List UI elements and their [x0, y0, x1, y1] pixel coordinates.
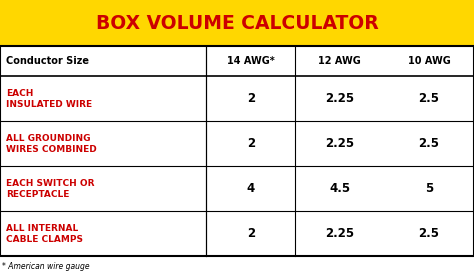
- Text: 2.25: 2.25: [325, 137, 355, 150]
- Text: 5: 5: [425, 182, 433, 195]
- Text: 14 AWG*: 14 AWG*: [227, 56, 274, 66]
- Text: Conductor Size: Conductor Size: [6, 56, 89, 66]
- Bar: [0, 46, 474, 256]
- Bar: [0, 0, 474, 46]
- Text: BOX VOLUME CALCULATOR: BOX VOLUME CALCULATOR: [96, 14, 378, 33]
- Text: 2: 2: [246, 92, 255, 105]
- Text: EACH SWITCH OR
RECEPTACLE: EACH SWITCH OR RECEPTACLE: [6, 179, 94, 198]
- Text: 2.5: 2.5: [419, 137, 439, 150]
- Text: ALL GROUNDING
WIRES COMBINED: ALL GROUNDING WIRES COMBINED: [6, 134, 96, 153]
- Text: 4.5: 4.5: [329, 182, 350, 195]
- Text: 2.5: 2.5: [419, 92, 439, 105]
- Text: 2.25: 2.25: [325, 227, 355, 240]
- Text: EACH
INSULATED WIRE: EACH INSULATED WIRE: [6, 89, 92, 108]
- Text: 2: 2: [246, 137, 255, 150]
- Text: 4: 4: [246, 182, 255, 195]
- Bar: [0, 46, 474, 256]
- Text: 10 AWG: 10 AWG: [408, 56, 450, 66]
- Text: 12 AWG: 12 AWG: [319, 56, 361, 66]
- Text: 2.5: 2.5: [419, 227, 439, 240]
- Text: ALL INTERNAL
CABLE CLAMPS: ALL INTERNAL CABLE CLAMPS: [6, 224, 82, 243]
- Text: 2.25: 2.25: [325, 92, 355, 105]
- Text: * American wire gauge: * American wire gauge: [2, 262, 90, 270]
- Text: 2: 2: [246, 227, 255, 240]
